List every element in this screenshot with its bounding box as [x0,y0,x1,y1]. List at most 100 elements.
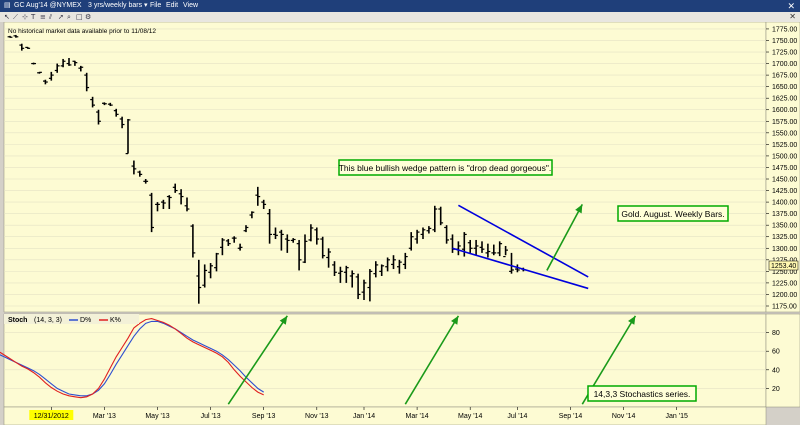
grid-lines [4,28,766,389]
price-bar [467,239,473,253]
price-bar [48,71,54,81]
arrow-head [628,315,636,325]
price-bar [7,35,13,38]
price-bar [338,266,343,283]
menu-view[interactable]: View [183,2,199,9]
wedge-pattern [452,204,589,290]
price-bar [397,259,402,274]
price-tick-labels: 1175.001200.001225.001250.001275.001300.… [766,26,797,310]
price-bar [332,261,337,276]
crosshair-tool-icon[interactable]: ⊹ [22,13,28,21]
stoch-annotation-text: 14,3,3 Stochastics series. [594,389,691,399]
price-bar [143,179,149,184]
time-axis-label: Sep '14 [559,413,583,420]
price-bar [438,206,444,226]
price-bar [31,62,36,65]
price-bar [255,186,261,206]
price-tick-label: 1475.00 [772,165,797,172]
price-tick-label: 1575.00 [772,119,797,126]
price-bar [84,72,90,92]
last-price-box [768,260,799,271]
price-tick-label: 1200.00 [772,292,797,299]
green-arrow [404,315,460,405]
gold-annotation[interactable]: Gold. August. Weekly Bars. [617,205,729,222]
price-bar [155,202,160,212]
interval-label: 3 yrs/weekly bars [88,2,143,9]
zoom-tool-icon[interactable]: ⌕ [67,13,71,21]
green-arrows [227,204,637,405]
toolbar-close-icon[interactable]: ✕ [789,12,796,21]
chart-canvas: 1175.001200.001225.001250.001275.001300.… [0,22,800,425]
last-price-label: 1253.40 [771,263,796,270]
price-bar [13,34,19,38]
price-tick-label: 1675.00 [772,73,797,80]
price-tick-label: 1375.00 [772,211,797,218]
price-tick-label: 1400.00 [772,200,797,207]
menu-icon[interactable]: ▤ [4,2,11,9]
price-bar [361,279,367,300]
symbol-title[interactable]: GC Aug'14 @NYMEX [14,2,82,9]
price-bar [515,264,520,273]
price-bar [37,71,42,74]
window-close-icon[interactable]: ✕ [787,1,795,11]
wedge-annotation[interactable]: This blue bullish wedge pattern is "drop… [338,159,553,176]
stoch-annotation[interactable]: 14,3,3 Stochastics series. [587,385,697,402]
shape-tool-icon[interactable]: □ [76,13,83,21]
time-axis-label: Jul '13 [201,413,221,420]
price-bar [161,199,166,210]
price-bar [320,236,326,259]
arrow-tool-icon[interactable]: ➚ [58,13,64,21]
price-bar [225,239,231,246]
menu-file[interactable]: File [150,2,162,9]
interval-selector[interactable]: 3 yrs/weekly bars ▾ [88,2,148,9]
price-bar [391,255,396,270]
no-data-notice: No historical market data available prio… [8,28,156,35]
price-tick-label: 1500.00 [772,153,797,160]
time-axis-label: May '14 [458,413,482,420]
price-bar [131,160,137,175]
k-legend-label: K% [110,317,121,324]
price-bar [497,241,503,257]
price-bar [78,65,84,72]
price-bar [249,211,255,219]
price-bar [379,264,385,276]
time-axis-label: Nov '14 [612,413,636,420]
time-axis-label: Sep '13 [252,413,276,420]
window-titlebar: ▤ GC Aug'14 @NYMEX 3 yrs/weekly bars ▾ F… [0,0,800,12]
text-tool-icon[interactable]: T [31,13,36,21]
stoch-lines [0,318,264,399]
price-bar [349,270,355,288]
d-legend-label: D% [80,317,91,324]
price-bar [60,58,66,68]
time-axis-labels: 12/31/2012 Mar '13 May '13 Jul '13 Sep '13 No… [29,407,688,420]
cursor-tool-icon[interactable]: ↖ [4,13,10,21]
price-tick-label: 1600.00 [772,107,797,114]
menu-edit[interactable]: Edit [166,2,179,9]
fibonacci-tool-icon[interactable]: ≡ [40,13,46,21]
price-bar [444,225,449,244]
stoch-label: Stoch [8,317,27,324]
channel-tool-icon[interactable]: ⫽ [49,13,53,21]
time-axis-label: Mar '14 [406,413,429,420]
price-bar [184,197,190,212]
stoch-axis [765,313,800,408]
price-tick-label: 1625.00 [772,96,797,103]
price-bar [408,232,414,251]
trendline-tool-icon[interactable]: ⟋ [13,13,18,21]
stoch-line-d [0,320,264,397]
price-bar [273,227,278,240]
price-bar [66,58,72,66]
price-tick-label: 1175.00 [772,303,797,310]
price-bar [343,265,349,283]
price-tick-label: 1650.00 [772,84,797,91]
price-tick-label: 1775.00 [772,26,797,33]
green-arrow [227,315,288,405]
drawing-properties-icon[interactable]: ⚙ [85,13,92,21]
price-tick-label: 1550.00 [772,130,797,137]
price-tick-label: 1450.00 [772,177,797,184]
stoch-tick-label: 40 [772,367,780,374]
price-bar [54,63,60,73]
price-bar [172,183,178,193]
price-bar [178,189,184,205]
price-bar [125,118,131,155]
